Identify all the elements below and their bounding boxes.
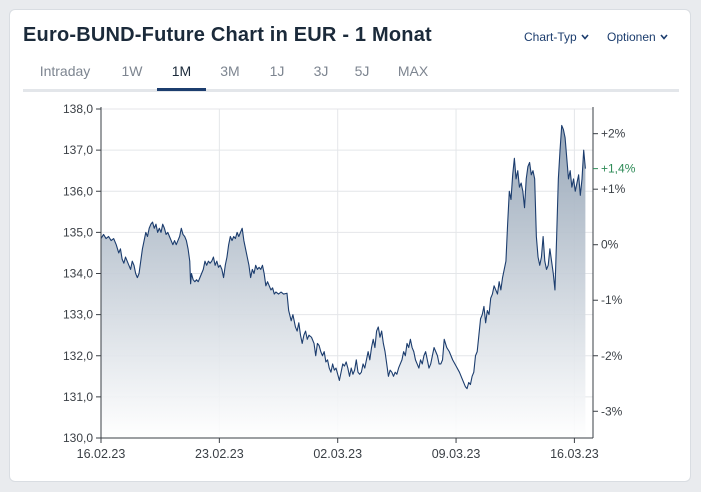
y-tick-label: 132,0	[63, 349, 93, 363]
x-tick-label: 02.03.23	[313, 447, 362, 461]
right-tick-label: +2%	[601, 127, 626, 141]
y-tick-label: 133,0	[63, 308, 93, 322]
current-change-label: +1,4%	[601, 162, 636, 176]
axes: 138,0 137,0 136,0 135,0 134,0 133,0 132,0 131,0…	[63, 102, 636, 461]
tab-3j[interactable]: 3J	[313, 63, 329, 79]
y-tick-label: 137,0	[63, 143, 93, 157]
x-tick-label: 23.02.23	[195, 447, 244, 461]
right-tick-label: -1%	[601, 293, 623, 307]
y-tick-label: 138,0	[63, 102, 93, 116]
price-chart: 138,0 137,0 136,0 135,0 134,0 133,0 132,0 131,0…	[63, 102, 636, 461]
right-tick-label: -3%	[601, 404, 623, 418]
chart-type-menu[interactable]: Chart-Typ	[524, 29, 589, 44]
x-tick-label: 09.03.23	[432, 447, 481, 461]
tab-max[interactable]: MAX	[397, 63, 429, 79]
chevron-down-icon	[581, 29, 589, 43]
right-tick-label: 0%	[601, 238, 619, 252]
y-tick-label: 131,0	[63, 390, 93, 404]
y-tick-label: 134,0	[63, 267, 93, 281]
y-tick-label: 130,0	[63, 431, 93, 445]
tab-1j[interactable]: 1J	[269, 63, 285, 79]
tab-intraday[interactable]: Intraday	[39, 63, 91, 79]
chart-card: Euro-BUND-Future Chart in EUR - 1 Monat …	[9, 9, 691, 482]
x-tick-label: 16.02.23	[77, 447, 126, 461]
tab-5j[interactable]: 5J	[354, 63, 370, 79]
options-label: Optionen	[607, 30, 656, 44]
options-menu[interactable]: Optionen	[607, 29, 668, 44]
series-fill	[101, 125, 586, 438]
period-tabs: Intraday 1W 1M 3M 1J 3J 5J MAX	[23, 58, 679, 92]
tab-1m[interactable]: 1M	[157, 63, 206, 91]
x-tick-label: 16.03.23	[550, 447, 599, 461]
page-title: Euro-BUND-Future Chart in EUR - 1 Monat	[23, 24, 432, 46]
tab-1w[interactable]: 1W	[121, 63, 143, 79]
series-line	[100, 124, 586, 390]
y-tick-label: 136,0	[63, 184, 93, 198]
right-tick-label: -2%	[601, 349, 623, 363]
series-area	[100, 124, 586, 438]
chart-type-label: Chart-Typ	[524, 30, 577, 44]
right-tick-label: +1%	[601, 182, 626, 196]
tab-3m[interactable]: 3M	[220, 63, 240, 79]
y-tick-label: 135,0	[63, 225, 93, 239]
chevron-down-icon	[660, 29, 668, 43]
